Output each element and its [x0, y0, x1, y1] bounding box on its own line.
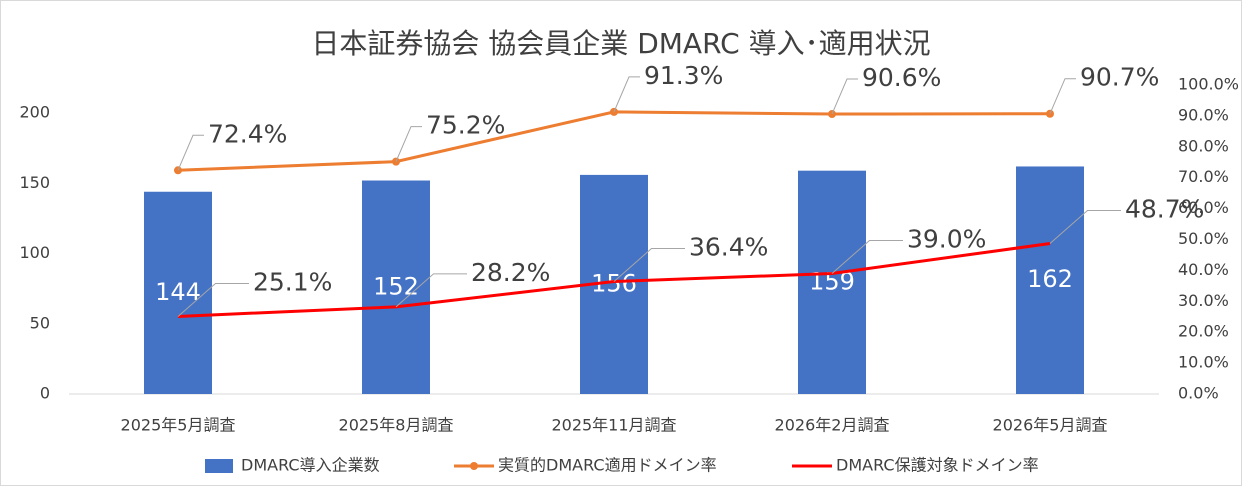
data-label: 39.0%	[907, 224, 986, 253]
data-label: 36.4%	[689, 233, 768, 262]
data-label: 90.7%	[1080, 63, 1159, 92]
leader-line	[1049, 78, 1076, 114]
x-tick-label: 2025年8月調査	[339, 416, 454, 435]
x-tick-label: 2026年5月調査	[993, 416, 1108, 435]
chart-title: 日本証券協会 協会員企業 DMARC 導入･適用状況	[311, 27, 930, 60]
y2-tick-label: 60.0%	[1178, 198, 1229, 217]
data-label: 25.1%	[253, 267, 332, 296]
leader-line	[177, 282, 249, 317]
leader-line	[613, 248, 685, 282]
leader-line	[395, 273, 467, 308]
data-label: 72.4%	[208, 119, 287, 148]
x-tick-label: 2025年11月調査	[551, 416, 676, 435]
data-label: 28.2%	[471, 258, 550, 287]
leader-line	[177, 134, 204, 171]
y-tick-label: 200	[19, 103, 50, 122]
bar	[144, 191, 212, 394]
data-label: 48.7%	[1125, 195, 1204, 224]
bar	[798, 170, 866, 394]
y2-tick-label: 70.0%	[1178, 167, 1229, 186]
y2-tick-label: 20.0%	[1178, 322, 1229, 341]
bar-value-label: 162	[1027, 265, 1073, 293]
data-label: 90.6%	[862, 63, 941, 92]
leader-line	[613, 76, 640, 113]
x-tick-label: 2026年2月調査	[775, 416, 890, 435]
y-tick-label: 150	[19, 173, 50, 192]
y2-tick-label: 90.0%	[1178, 105, 1229, 124]
x-tick-label: 2025年5月調査	[121, 416, 236, 435]
bar	[1016, 166, 1084, 394]
leader-line	[831, 239, 903, 274]
legend-label: 実質的DMARC適用ドメイン率	[498, 456, 717, 475]
y2-tick-label: 40.0%	[1178, 260, 1229, 279]
y2-tick-label: 100.0%	[1178, 75, 1239, 94]
bar-value-label: 144	[155, 278, 201, 306]
y2-tick-label: 50.0%	[1178, 229, 1229, 248]
legend-label: DMARC保護対象ドメイン率	[836, 456, 1039, 475]
y-tick-label: 100	[19, 243, 50, 262]
leader-line	[831, 78, 858, 115]
legend-marker	[470, 462, 478, 470]
leader-line	[395, 126, 422, 162]
bar-value-label: 152	[373, 272, 419, 300]
legend-label: DMARC導入企業数	[241, 456, 380, 475]
y-tick-label: 0	[40, 384, 50, 403]
y2-tick-label: 80.0%	[1178, 136, 1229, 155]
y2-tick-label: 10.0%	[1178, 353, 1229, 372]
y-tick-label: 50	[30, 313, 50, 332]
leader-line	[1049, 210, 1121, 244]
data-label: 75.2%	[426, 111, 505, 140]
legend-swatch	[205, 459, 233, 473]
y2-tick-label: 0.0%	[1178, 384, 1219, 403]
data-label: 91.3%	[644, 61, 723, 90]
y2-tick-label: 30.0%	[1178, 291, 1229, 310]
